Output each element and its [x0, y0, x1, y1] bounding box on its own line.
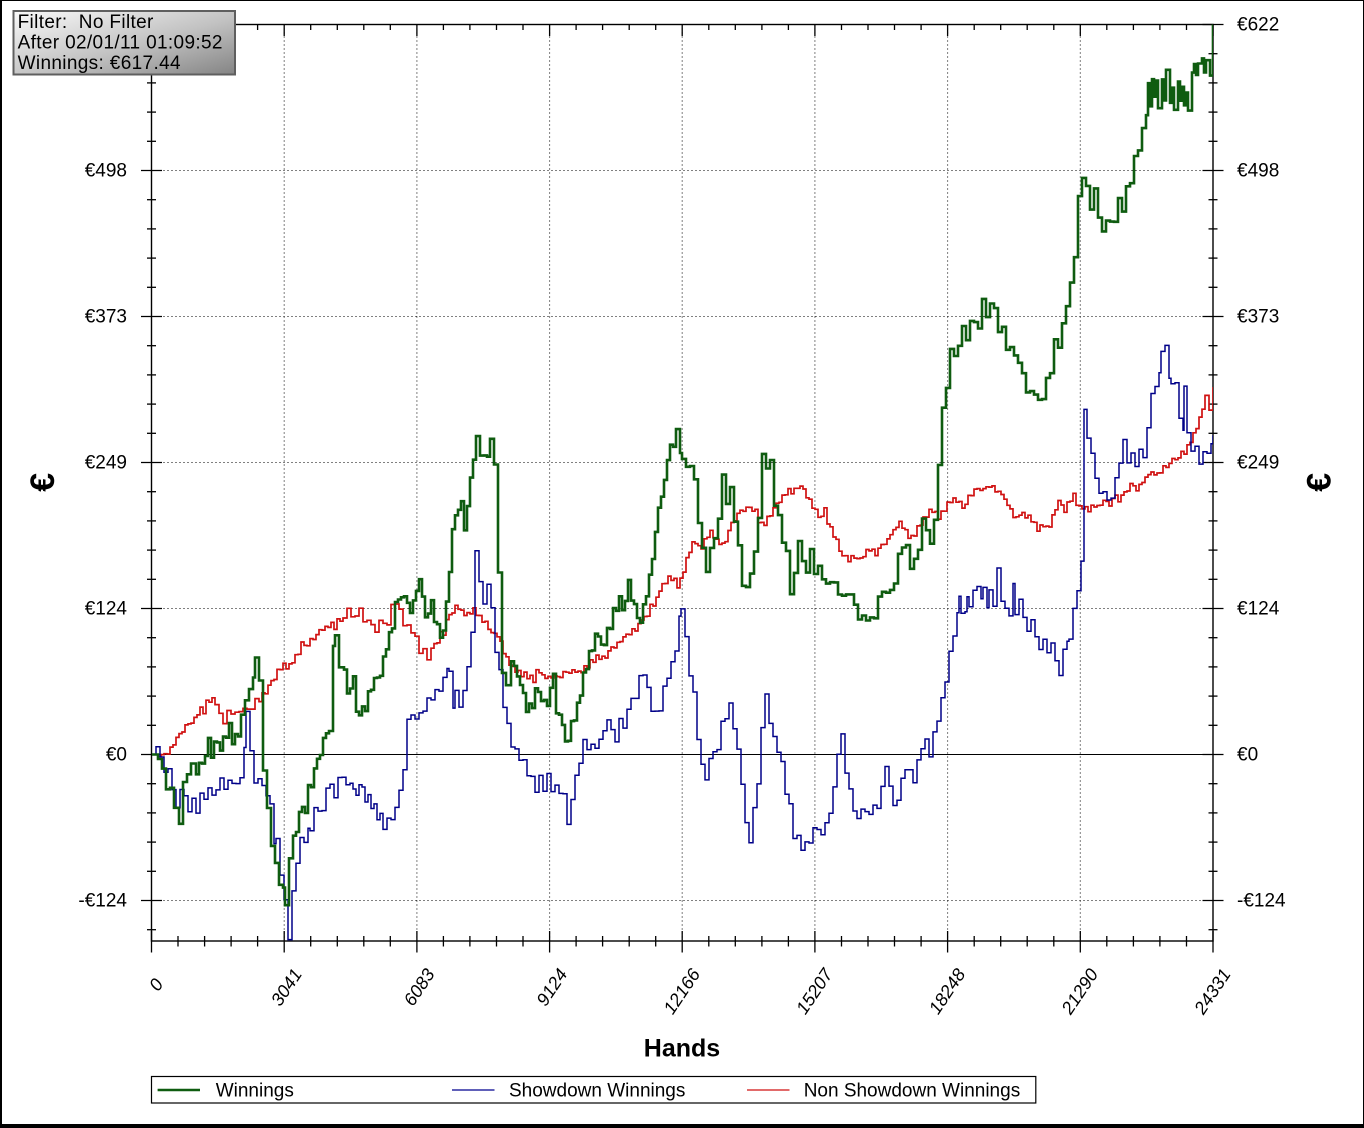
svg-text:€498: €498	[1237, 161, 1279, 182]
svg-text:€249: €249	[85, 453, 127, 474]
svg-text:-€124: -€124	[78, 891, 127, 912]
svg-text:€622: €622	[1237, 15, 1279, 36]
svg-text:Showdown Winnings: Showdown Winnings	[509, 1081, 685, 1102]
svg-text:After 02/01/11 01:09:52: After 02/01/11 01:09:52	[18, 32, 223, 53]
svg-text:Winnings: €617.44: Winnings: €617.44	[18, 53, 181, 74]
svg-text:€0: €0	[106, 745, 127, 766]
svg-text:Non Showdown Winnings: Non Showdown Winnings	[804, 1081, 1021, 1102]
svg-text:Filter: No Filter: Filter: No Filter	[18, 12, 154, 33]
svg-text:Winnings: Winnings	[216, 1081, 294, 1102]
svg-text:€124: €124	[85, 599, 128, 620]
svg-text:-€124: -€124	[1237, 891, 1286, 912]
svg-text:€: €	[24, 473, 62, 492]
svg-text:€498: €498	[85, 161, 127, 182]
svg-text:€0: €0	[1237, 745, 1258, 766]
svg-text:Hands: Hands	[644, 1035, 720, 1063]
svg-text:€124: €124	[1237, 599, 1280, 620]
svg-text:€249: €249	[1237, 453, 1279, 474]
svg-text:€373: €373	[85, 307, 127, 328]
svg-text:€373: €373	[1237, 307, 1279, 328]
svg-text:€: €	[1300, 473, 1338, 492]
